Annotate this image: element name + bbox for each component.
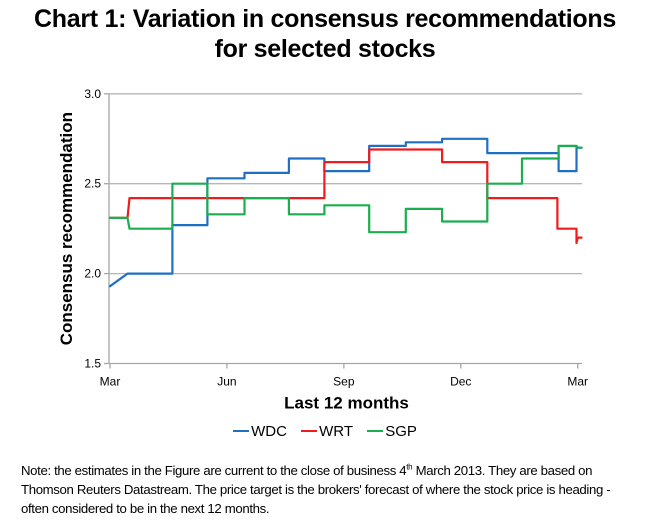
x-tick-label: Sep [333, 375, 355, 389]
y-axis-ticks: 1.5 2.0 2.5 3.0 [84, 87, 109, 371]
legend-swatch-wdc [233, 430, 250, 433]
series-line-wdc [108, 137, 583, 288]
footnote-superscript: th [406, 462, 413, 472]
y-tick-label: 2.0 [84, 267, 101, 281]
y-axis-title: Consensus recommendation [57, 112, 76, 345]
x-axis-ticks: Mar Jun Sep Dec Mar [100, 363, 588, 389]
footnote-part-1: Note: the estimates in the Figure are cu… [21, 463, 407, 478]
series-lines [108, 137, 583, 288]
legend-swatch-sgp [367, 430, 384, 433]
x-tick-label: Dec [450, 375, 471, 389]
chart-title-line-2: for selected stocks [214, 35, 436, 63]
y-tick-label: 3.0 [84, 87, 101, 101]
series-line-wrt [108, 148, 583, 245]
series-line-sgp [108, 144, 583, 234]
y-tick-label: 1.5 [84, 357, 101, 371]
legend-item-sgp: SGP [367, 423, 417, 441]
footnote: Note: the estimates in the Figure are cu… [21, 461, 641, 518]
chart-title: Chart 1: Variation in consensus recommen… [0, 4, 650, 64]
chart-svg: 1.5 2.0 2.5 3.0 Mar Jun Sep Dec Mar Consensus r… [57, 87, 588, 413]
x-tick-label: Mar [100, 375, 121, 389]
legend-label-wdc: WDC [251, 423, 287, 440]
x-axis-title: Last 12 months [284, 394, 409, 413]
footnote-part-2: March 2013. They are based on Thomson Re… [21, 463, 611, 516]
y-tick-label: 2.5 [84, 177, 101, 191]
legend-item-wrt: WRT [301, 423, 353, 441]
x-tick-label: Jun [217, 375, 236, 389]
legend-item-wdc: WDC [233, 423, 287, 441]
legend-swatch-wrt [301, 430, 318, 433]
legend: WDC WRT SGP [0, 423, 650, 441]
legend-label-wrt: WRT [319, 423, 354, 440]
legend-label-sgp: SGP [385, 423, 417, 440]
chart-title-line-1: Chart 1: Variation in consensus recommen… [34, 5, 616, 33]
x-tick-label: Mar [567, 375, 588, 389]
